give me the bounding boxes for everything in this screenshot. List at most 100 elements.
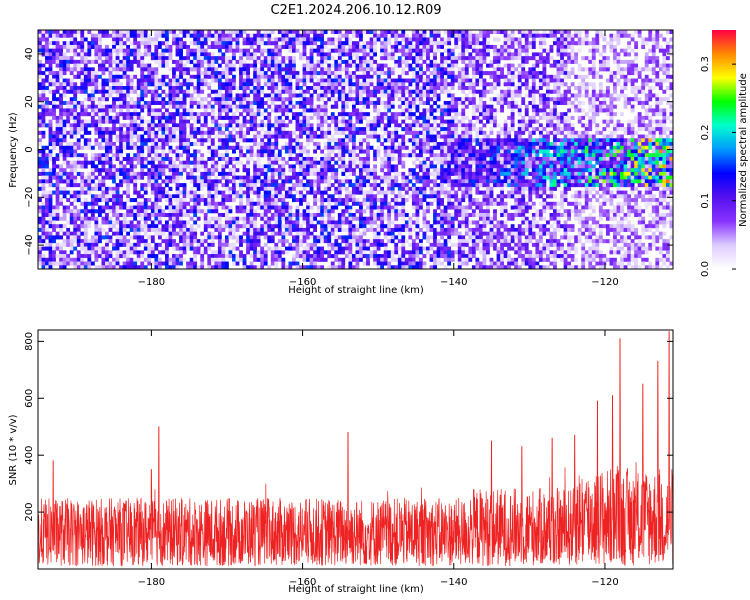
heatmap-cell xyxy=(581,78,586,83)
heatmap-cell xyxy=(323,41,328,46)
heatmap-cell xyxy=(496,100,501,105)
heatmap-cell xyxy=(41,134,46,139)
heatmap-cell xyxy=(443,71,448,76)
heatmap-cell xyxy=(55,41,60,46)
heatmap-cell xyxy=(105,115,109,120)
heatmap-cell xyxy=(200,41,205,46)
heatmap-cell xyxy=(112,145,116,150)
heatmap-cell xyxy=(76,63,81,68)
heatmap-cell xyxy=(602,153,607,158)
heatmap-cell xyxy=(503,145,508,150)
heatmap-cell xyxy=(411,30,416,35)
heatmap-cell xyxy=(348,93,353,98)
heatmap-cell xyxy=(591,156,596,161)
heatmap-cell xyxy=(270,56,275,61)
heatmap-cell xyxy=(182,78,187,83)
heatmap-cell xyxy=(560,153,564,158)
heatmap-cell xyxy=(627,160,631,165)
heatmap-cell xyxy=(553,33,557,38)
heatmap-cell xyxy=(471,59,476,64)
heatmap-cell xyxy=(560,115,564,120)
heatmap-cell xyxy=(267,93,272,98)
heatmap-cell xyxy=(94,156,99,161)
heatmap-cell xyxy=(101,97,106,102)
heatmap-cell xyxy=(658,123,663,128)
heatmap-cell xyxy=(246,86,250,91)
heatmap-cell xyxy=(97,142,102,147)
heatmap-cell xyxy=(486,30,490,35)
heatmap-cell xyxy=(316,71,321,76)
heatmap-cell xyxy=(641,149,646,154)
heatmap-cell xyxy=(246,130,250,135)
heatmap-cell xyxy=(584,138,589,143)
heatmap-cell xyxy=(478,127,483,132)
heatmap-cell xyxy=(366,93,370,98)
heatmap-cell xyxy=(288,82,293,87)
heatmap-cell xyxy=(150,160,155,165)
heatmap-cell xyxy=(196,48,201,53)
heatmap-cell xyxy=(457,138,462,143)
heatmap-cell xyxy=(295,71,300,76)
heatmap-cell xyxy=(637,127,642,132)
heatmap-cell xyxy=(55,89,60,94)
heatmap-cell xyxy=(172,41,176,46)
heatmap-cell xyxy=(334,74,339,79)
heatmap-cell xyxy=(482,115,487,120)
heatmap-cell xyxy=(327,153,332,158)
heatmap-cell xyxy=(186,56,190,61)
heatmap-cell xyxy=(362,74,367,79)
heatmap-cell xyxy=(366,52,370,57)
heatmap-cell xyxy=(440,44,444,49)
heatmap-cell xyxy=(387,134,392,139)
heatmap-cell xyxy=(66,164,71,169)
heatmap-cell xyxy=(161,41,166,46)
heatmap-cell xyxy=(344,142,349,147)
heatmap-cell xyxy=(595,153,600,158)
heatmap-cell xyxy=(556,48,561,53)
heatmap-cell xyxy=(387,74,392,79)
heatmap-cell xyxy=(528,89,533,94)
heatmap-cell xyxy=(348,160,353,165)
heatmap-cell xyxy=(436,156,441,161)
heatmap-cell xyxy=(500,104,504,109)
heatmap-cell xyxy=(267,86,272,91)
heatmap-cell xyxy=(309,67,314,72)
heatmap-cell xyxy=(486,149,490,154)
heatmap-cell xyxy=(489,30,494,35)
heatmap-cell xyxy=(376,153,381,158)
heatmap-cell xyxy=(627,100,631,105)
heatmap-cell xyxy=(538,138,543,143)
heatmap-cell xyxy=(528,138,533,143)
heatmap-cell xyxy=(224,37,229,42)
heatmap-cell xyxy=(496,153,501,158)
heatmap-cell xyxy=(454,123,459,128)
heatmap-cell xyxy=(542,41,547,46)
heatmap-cell xyxy=(440,164,444,169)
heatmap-cell xyxy=(517,112,522,117)
heatmap-cell xyxy=(126,100,131,105)
heatmap-cell xyxy=(620,127,624,132)
heatmap-cell xyxy=(440,74,444,79)
heatmap-cell xyxy=(369,37,374,42)
heatmap-cell xyxy=(182,97,187,102)
heatmap-cell xyxy=(605,153,610,158)
heatmap-cell xyxy=(376,119,381,124)
heatmap-cell xyxy=(172,134,176,139)
heatmap-cell xyxy=(560,97,564,102)
heatmap-cell xyxy=(644,97,649,102)
heatmap-cell xyxy=(383,123,388,128)
heatmap-cell xyxy=(524,142,529,147)
heatmap-cell xyxy=(256,93,261,98)
heatmap-cell xyxy=(309,93,314,98)
heatmap-cell xyxy=(623,100,628,105)
heatmap-cell xyxy=(256,149,261,154)
heatmap-cell xyxy=(658,149,663,154)
heatmap-cell xyxy=(577,86,582,91)
heatmap-cell xyxy=(546,74,550,79)
heatmap-cell xyxy=(588,108,593,113)
heatmap-cell xyxy=(556,59,561,64)
heatmap-cell xyxy=(200,56,205,61)
heatmap-cell xyxy=(313,71,317,76)
heatmap-cell xyxy=(651,71,656,76)
heatmap-cell xyxy=(48,89,53,94)
